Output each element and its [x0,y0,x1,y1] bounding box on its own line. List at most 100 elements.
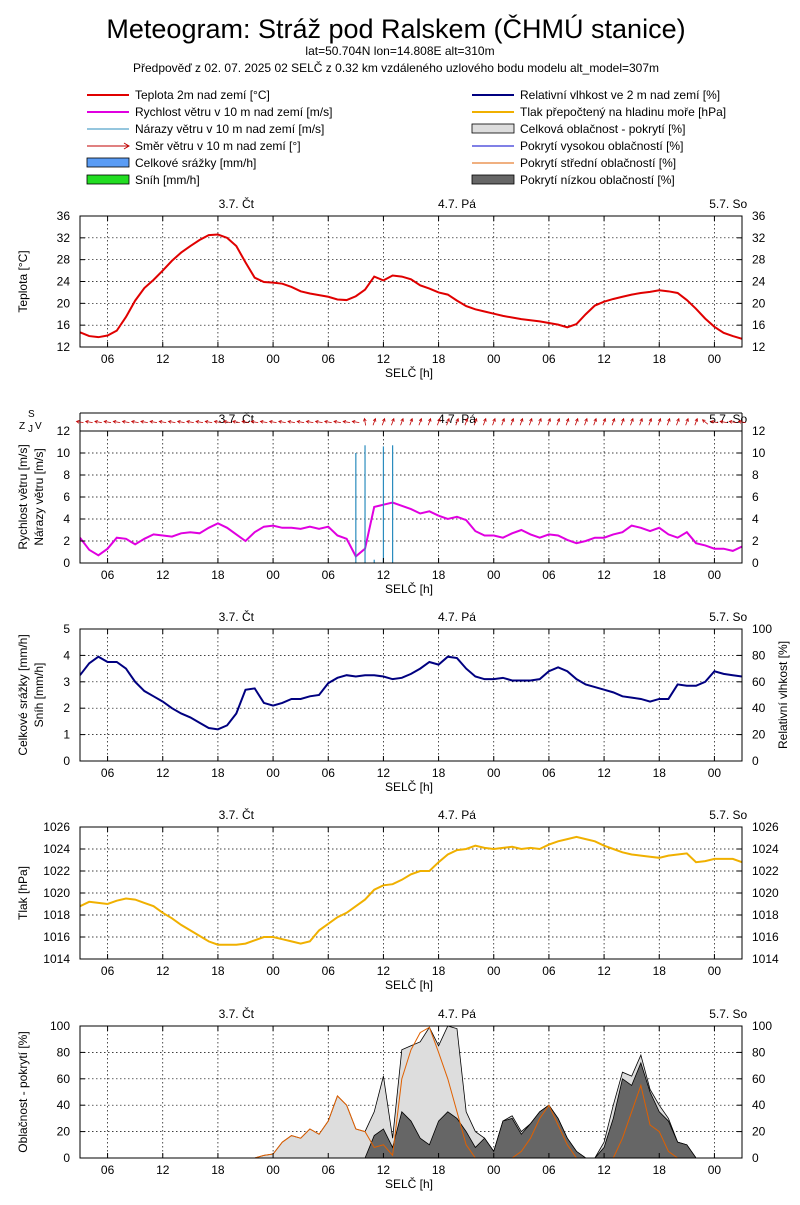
wind-arrowhead [323,420,328,424]
y-tick-label-right: 24 [752,275,766,289]
wind-arrowhead [140,420,144,424]
x-tick-label: 12 [597,352,611,366]
y-tick-label-right: 0 [752,1151,759,1165]
wind-arrowhead [351,420,356,424]
wind-arrow [315,420,323,424]
series-0-line [80,233,742,340]
wind-arrowhead [657,417,662,422]
wind-arrow [657,418,661,426]
wind-arrow [131,420,139,424]
y-tick-label-right: 12 [752,340,766,354]
wind-arrowhead [130,420,135,424]
x-tick-label: 18 [211,964,225,978]
y-tick-label-right: 1024 [752,842,779,856]
x-tick-label: 12 [156,568,170,582]
legend-item-right-3: Pokrytí vysokou oblačností [%] [472,139,683,153]
x-tick-label: 00 [708,766,722,780]
day-label: 4.7. Pá [438,610,476,624]
x-tick-label: 00 [708,352,722,366]
wind-arrowhead [648,417,653,422]
station-coords: lat=50.704N lon=14.808E alt=310m [305,44,494,58]
wind-arrowhead [268,420,273,424]
wind-arrow [186,420,194,424]
wind-arrow [694,418,698,426]
wind-arrowhead [701,419,706,423]
wind-arrow [297,420,305,424]
wind-arrow [269,420,277,424]
wind-arrowhead [418,417,423,422]
y-tick-label: 3 [63,675,70,689]
wind-arrowhead [464,417,469,422]
wind-arrowhead [676,417,680,422]
wind-arrowhead [510,417,515,422]
x-tick-label: 06 [322,1163,336,1177]
day-label: 4.7. Pá [438,197,476,211]
wind-arrowhead [363,417,367,422]
x-tick-label: 12 [597,766,611,780]
wind-arrow [196,420,204,424]
y-tick-label: 1014 [43,952,70,966]
wind-arrow [501,418,505,426]
x-tick-label: 00 [708,1163,722,1177]
wind-arrowhead [728,420,733,424]
x-tick-label: 00 [487,964,501,978]
x-tick-label: 12 [377,352,391,366]
y-tick-label: 40 [57,1098,71,1112]
wind-arrow [260,420,268,424]
forecast-info: Předpověď z 02. 07. 2025 02 SELČ z 0.32 … [133,60,659,75]
wind-arrow [372,418,376,426]
x-tick-label: 12 [377,1163,391,1177]
y-tick-label-right: 20 [752,728,766,742]
day-label: 5.7. So [709,197,747,211]
x-tick-label: 06 [542,568,556,582]
y-tick-label: 5 [63,622,70,636]
wind-arrow [630,418,634,426]
y-tick-label-right: 4 [752,512,759,526]
wind-arrow [94,420,102,424]
wind-arrow [205,420,213,424]
wind-arrowhead [372,417,377,422]
legend: Teplota 2m nad zemí [°C] Rychlost větru v… [86,88,726,187]
x-tick-label: 06 [542,766,556,780]
legend-item-left-4-swatch [86,157,130,168]
day-label: 4.7. Pá [438,412,476,426]
x-tick-label: 18 [432,964,446,978]
series-pressure-line [80,835,742,946]
x-tick-label: 18 [211,352,225,366]
wind-arrowhead [565,417,570,422]
y-axis-label: Teplota [°C] [16,250,30,312]
wind-arrowhead [492,417,496,422]
wind-arrowhead [195,420,200,424]
panel-0: 3.7. Čt 4.7. Pá 5.7. So 06 12 18 00 06 12 18 00 06 1… [16,196,766,380]
wind-arrow [620,418,625,426]
day-label: 5.7. So [709,610,747,624]
legend-item-left-2: Nárazy větru v 10 m nad zemí [m/s] [87,122,324,136]
x-tick-label: 06 [322,964,336,978]
wind-arrowhead [428,417,432,422]
wind-arrow [437,418,441,426]
wind-arrow [104,420,112,424]
wind-arrow [685,418,689,426]
y-tick-label-right: 36 [752,209,766,223]
legend-item-left-5: Sníh [mm/h] [86,173,200,187]
legend-item-right-1-label: Tlak přepočtený na hladinu moře [hPa] [520,105,726,119]
wind-arrow [159,420,167,424]
y-axis-label-2: Sníh [mm/h] [32,663,46,728]
wind-arrowhead [538,417,542,422]
y-tick-label: 80 [57,1045,71,1059]
plot-frame [79,628,743,762]
legend-item-left-1-label: Rychlost větru v 10 m nad zemí [m/s] [135,105,332,119]
wind-arrow [214,420,222,424]
y-tick-label: 1024 [43,842,70,856]
y-tick-label-right: 20 [752,296,766,310]
x-tick-label: 12 [377,964,391,978]
wind-arrowhead [409,417,414,422]
day-label: 5.7. So [709,1007,747,1021]
wind-arrow [473,418,477,426]
wind-arrow [333,420,341,424]
y-tick-label: 2 [63,534,70,548]
x-tick-label: 12 [156,964,170,978]
y-tick-label-right: 8 [752,468,759,482]
wind-arrow [738,420,746,424]
wind-arrowhead [382,417,386,422]
